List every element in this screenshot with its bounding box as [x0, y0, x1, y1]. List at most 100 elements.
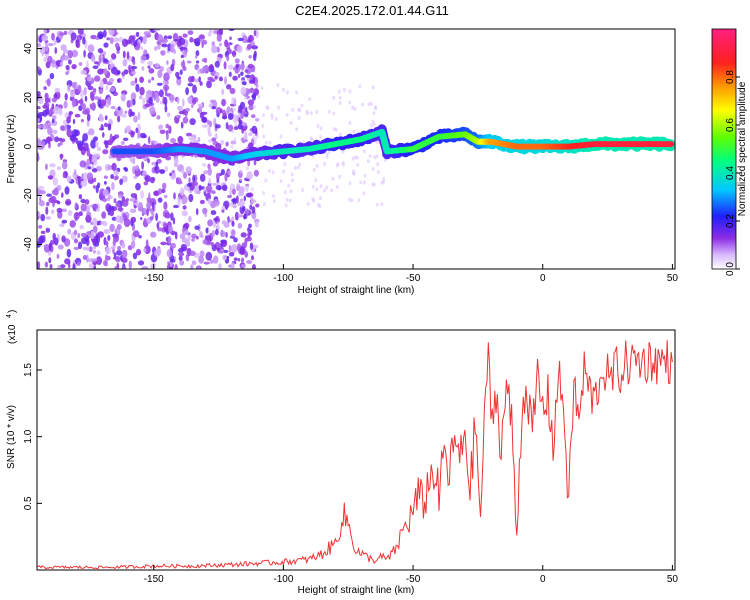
noise-speck [268, 168, 271, 173]
noise-speck [132, 230, 140, 238]
noise-speck [109, 133, 113, 142]
noise-speck [185, 132, 193, 137]
noise-speck [38, 112, 45, 117]
noise-speck [56, 166, 62, 171]
noise-speck [337, 89, 341, 94]
noise-speck [240, 257, 245, 263]
noise-speck [53, 187, 59, 196]
noise-speck [54, 47, 58, 54]
noise-speck [114, 175, 119, 181]
colorbar-label: Normalized spectral amplitude [737, 81, 748, 216]
noise-speck [37, 43, 41, 48]
noise-speck [47, 55, 53, 64]
noise-speck [133, 40, 138, 48]
noise-speck [353, 107, 357, 111]
noise-speck [148, 96, 153, 105]
noise-speck [104, 181, 107, 185]
noise-speck [156, 82, 163, 86]
noise-speck [175, 71, 180, 78]
noise-speck [208, 132, 212, 137]
noise-speck [137, 202, 144, 211]
noise-speck [115, 201, 120, 208]
noise-speck [181, 210, 188, 217]
noise-speck [181, 200, 186, 205]
noise-speck [139, 86, 145, 96]
noise-speck [118, 193, 123, 199]
noise-speck [203, 64, 210, 74]
noise-speck [116, 250, 123, 256]
noise-speck [77, 241, 83, 250]
noise-speck [61, 219, 68, 224]
noise-speck [187, 96, 193, 103]
noise-speck [110, 106, 116, 110]
noise-speck [231, 262, 235, 269]
noise-speck [47, 175, 54, 180]
noise-speck [221, 115, 228, 120]
noise-speck [295, 127, 299, 132]
noise-speck [124, 126, 131, 133]
noise-speck [89, 91, 95, 101]
noise-speck [197, 103, 204, 107]
spectrogram-y-tick-label: 20 [23, 92, 34, 104]
noise-speck [215, 228, 219, 236]
noise-speck [207, 125, 211, 135]
noise-speck [351, 105, 355, 110]
snr-y-multiplier-close: ) [7, 310, 18, 313]
noise-speck [315, 109, 319, 114]
noise-speck [57, 211, 63, 219]
colorbar-tick-label: 0.4 [725, 166, 736, 180]
noise-speck [178, 252, 185, 257]
noise-speck [37, 118, 40, 122]
noise-speck [38, 96, 44, 105]
noise-speck [332, 111, 336, 116]
noise-speck [218, 263, 222, 269]
noise-speck [375, 154, 379, 159]
noise-speck [167, 112, 171, 117]
noise-speck [172, 217, 176, 225]
noise-speck [202, 207, 208, 215]
noise-speck [151, 76, 155, 81]
noise-speck [206, 80, 212, 89]
noise-speck [40, 213, 46, 222]
noise-speck [121, 71, 126, 76]
noise-speck [164, 166, 169, 172]
noise-speck [134, 77, 138, 84]
noise-speck [213, 255, 219, 264]
noise-speck [371, 85, 375, 90]
noise-speck [219, 42, 222, 47]
noise-speck [121, 242, 126, 249]
noise-speck [249, 129, 253, 134]
noise-speck [220, 108, 223, 114]
noise-speck [202, 66, 205, 74]
noise-speck [341, 149, 345, 154]
noise-speck [61, 161, 68, 170]
noise-speck [161, 43, 168, 48]
noise-speck [130, 92, 137, 101]
noise-speck [305, 109, 309, 114]
noise-speck [318, 204, 322, 209]
noise-speck [254, 220, 259, 228]
noise-speck [254, 117, 260, 122]
noise-speck [74, 202, 78, 210]
noise-speck [116, 50, 120, 54]
noise-speck [79, 97, 84, 107]
noise-speck [121, 175, 128, 183]
noise-speck [82, 36, 86, 45]
noise-speck [225, 231, 228, 238]
noise-speck [86, 172, 94, 181]
noise-speck [191, 260, 197, 266]
noise-speck [68, 111, 74, 115]
noise-speck [109, 37, 114, 44]
noise-speck [182, 98, 185, 107]
noise-speck [152, 201, 155, 211]
noise-speck [186, 60, 192, 64]
spectrogram-x-tick-label: -150 [144, 273, 164, 284]
snr-y-multiplier-exponent: 4 [6, 314, 13, 318]
noise-speck [96, 256, 102, 265]
noise-speck [209, 120, 212, 128]
noise-speck [139, 95, 143, 100]
noise-speck [92, 88, 97, 93]
noise-speck [125, 198, 130, 202]
noise-speck [208, 177, 211, 185]
noise-speck [285, 90, 289, 95]
